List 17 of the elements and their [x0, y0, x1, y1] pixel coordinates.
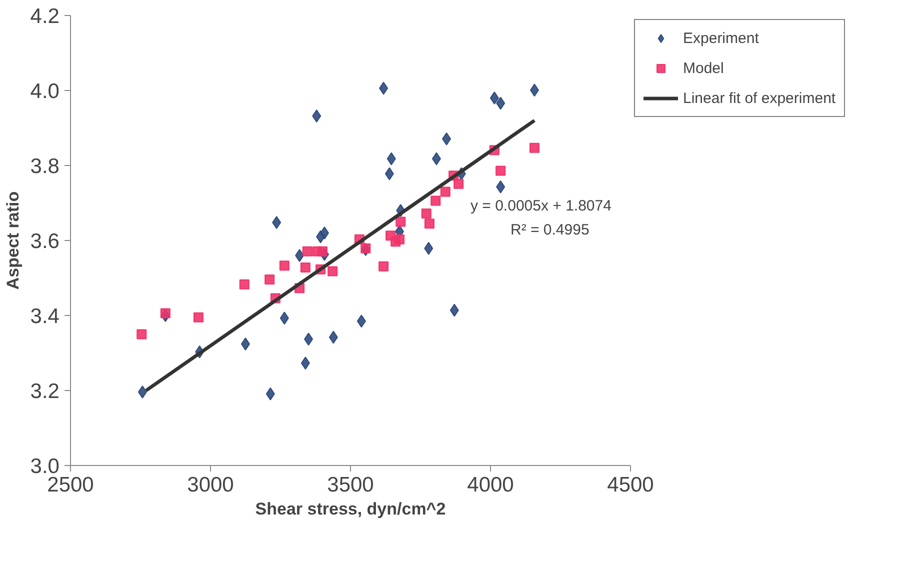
y-tick-label: 3.8: [30, 155, 60, 178]
y-tick-label: 3.2: [30, 380, 60, 403]
x-tick-label: 4000: [467, 474, 514, 496]
legend-label: Experiment: [683, 30, 759, 46]
y-tick-label: 4.2: [30, 5, 60, 28]
annotation: y = 0.0005x + 1.8074: [470, 198, 612, 214]
x-tick-label: 3500: [327, 474, 374, 496]
x-axis-title: Shear stress, dyn/cm^2: [255, 500, 446, 518]
y-axis-title: Aspect ratio: [3, 191, 22, 290]
y-tick-label: 3.4: [30, 305, 60, 328]
y-tick-label: 3.6: [30, 230, 60, 253]
y-tick-label: 4.0: [30, 80, 60, 103]
legend-label: Model: [683, 60, 724, 76]
annotation: R² = 0.4995: [510, 222, 590, 238]
x-tick-label: 4500: [607, 474, 654, 496]
legend-label: Linear fit of experiment: [683, 90, 836, 106]
x-tick-label: 3000: [187, 474, 234, 496]
